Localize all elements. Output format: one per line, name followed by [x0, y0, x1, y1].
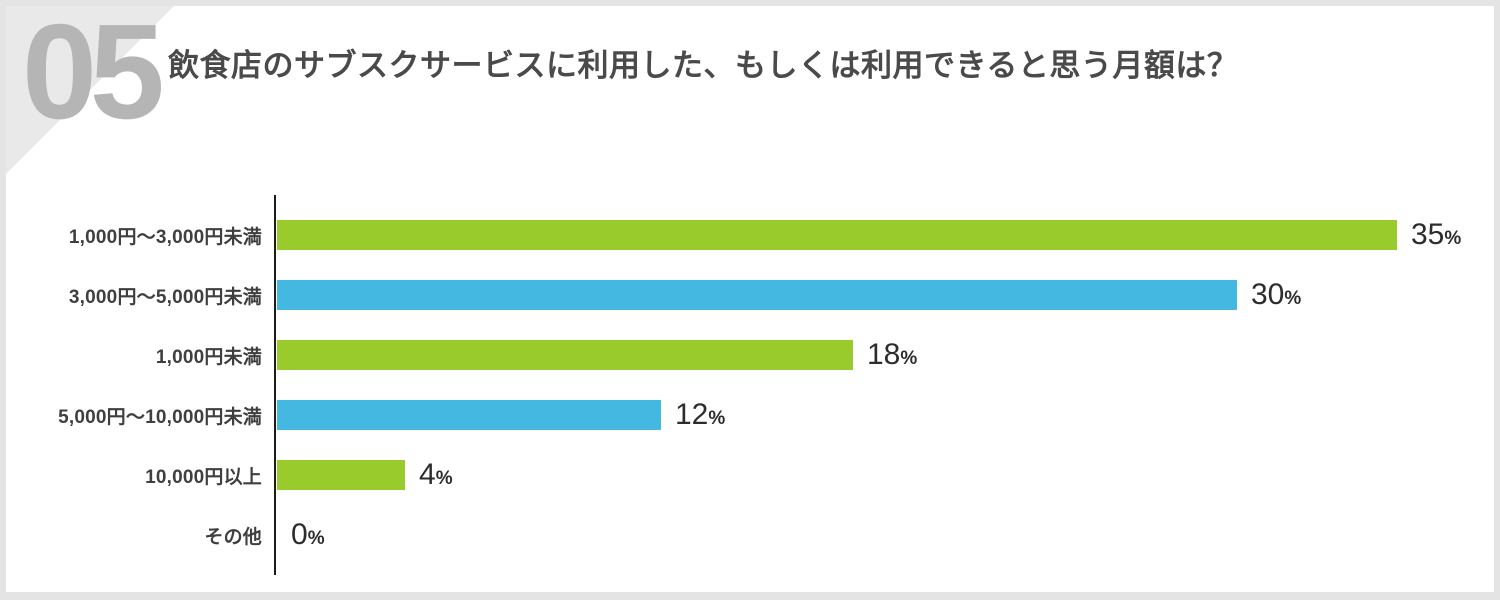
chart-row: 10,000円以上 4%	[6, 445, 1494, 505]
chart-rows: 1,000円〜3,000円未満 35% 3,000円〜5,000円未満 30% 1,00…	[6, 205, 1494, 565]
axis-line	[274, 195, 276, 575]
value-number: 12	[675, 398, 709, 431]
bar-area: 4%	[277, 458, 453, 492]
chart-row: 3,000円〜5,000円未満 30%	[6, 265, 1494, 325]
percent-sign: %	[307, 528, 325, 549]
percent-sign: %	[1284, 288, 1302, 309]
bar	[277, 280, 1237, 310]
chart-row: 1,000円〜3,000円未満 35%	[6, 205, 1494, 265]
value-number: 0	[291, 518, 308, 551]
percent-sign: %	[900, 348, 918, 369]
bar-area: 35%	[277, 218, 1461, 252]
value-number: 18	[867, 338, 901, 371]
bar-area: 0%	[277, 518, 325, 552]
percent-sign: %	[1444, 228, 1462, 249]
value-label: 30%	[1251, 278, 1301, 312]
value-label: 4%	[419, 458, 453, 492]
page-title: 飲食店のサブスクサービスに利用した、もしくは利用できると思う月額は？	[168, 48, 1239, 83]
bar	[277, 400, 661, 430]
value-number: 30	[1251, 278, 1285, 311]
percent-sign: %	[708, 408, 726, 429]
bar	[277, 220, 1397, 250]
category-label: 1,000円〜3,000円未満	[68, 226, 262, 248]
value-number: 35	[1411, 218, 1445, 251]
value-label: 18%	[867, 338, 917, 372]
bar-area: 12%	[277, 398, 725, 432]
percent-sign: %	[435, 468, 453, 489]
category-label: 10,000円以上	[145, 466, 262, 488]
category-label: 3,000円〜5,000円未満	[68, 286, 262, 308]
value-number: 4	[419, 458, 436, 491]
bar-area: 18%	[277, 338, 917, 372]
section-number: 05	[22, 0, 165, 147]
bar-area: 30%	[277, 278, 1301, 312]
category-label: 1,000円未満	[155, 346, 262, 368]
chart-row: 1,000円未満 18%	[6, 325, 1494, 385]
category-label: 5,000円〜10,000円未満	[58, 406, 262, 428]
value-label: 12%	[675, 398, 725, 432]
category-label: その他	[204, 526, 262, 548]
chart-row: 5,000円〜10,000円未満 12%	[6, 385, 1494, 445]
bar-chart: 1,000円〜3,000円未満 35% 3,000円〜5,000円未満 30% 1,00…	[6, 195, 1494, 575]
value-label: 35%	[1411, 218, 1461, 252]
chart-row: その他 0%	[6, 505, 1494, 565]
value-label: 0%	[291, 518, 325, 552]
bar	[277, 460, 405, 490]
bar	[277, 340, 853, 370]
